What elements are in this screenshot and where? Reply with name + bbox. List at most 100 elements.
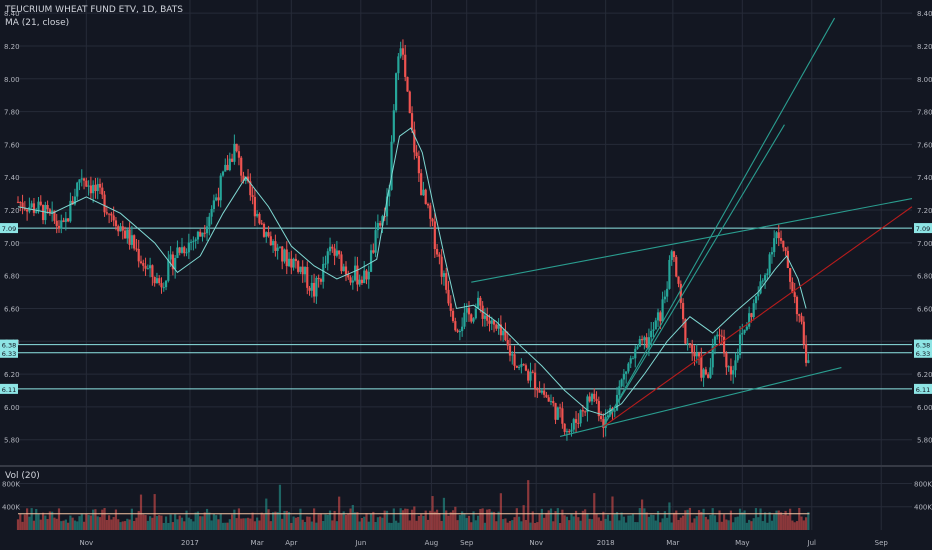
volume-bar	[754, 508, 758, 530]
candle-body	[363, 270, 366, 284]
candle-body	[713, 336, 717, 346]
volume-bar	[497, 511, 500, 530]
candle-body	[135, 248, 138, 250]
volume-bar	[584, 509, 587, 530]
candle-body	[299, 266, 302, 272]
teal-trend-line[interactable]	[766, 198, 913, 227]
volume-bar	[76, 521, 79, 530]
candle-body	[718, 334, 721, 336]
level-label-text: 7.09	[916, 225, 930, 233]
volume-bar	[301, 519, 304, 530]
candle-body	[178, 247, 181, 253]
teal-trend-line[interactable]	[559, 367, 842, 437]
trend-lines[interactable]	[471, 17, 913, 437]
candle-body	[365, 270, 368, 280]
candle-body	[599, 416, 603, 420]
candle-body	[379, 223, 382, 226]
candle-body	[447, 289, 450, 304]
volume-bar	[561, 509, 564, 530]
volume-bar	[41, 512, 45, 530]
indicator-title[interactable]: MA (21, close)	[5, 18, 70, 28]
volume-bar	[356, 512, 359, 530]
price-axis-right[interactable]: 5.806.006.206.406.606.807.007.207.407.60…	[917, 10, 932, 445]
volume-bar	[215, 515, 218, 530]
candle-body	[773, 238, 776, 253]
price-tick-label-left: 8.40	[4, 10, 20, 18]
volume-bar	[656, 511, 660, 530]
volume-bar	[203, 512, 206, 530]
volume-bar	[793, 522, 796, 530]
candle-body	[736, 355, 739, 361]
volume-bar	[451, 510, 455, 530]
ma-21-line[interactable]	[17, 127, 807, 416]
candle-body	[565, 431, 569, 433]
volume-bar	[167, 522, 170, 530]
candle-body	[180, 247, 184, 253]
teal-trend-line[interactable]	[471, 225, 767, 283]
candle-body	[406, 76, 409, 92]
volume-bar	[577, 517, 580, 530]
volume-bar	[313, 508, 316, 530]
candle-body	[151, 265, 154, 277]
time-axis[interactable]: Nov 2017 Mar Apr Jun Aug Sep Nov 2018 Mar May Jul Se…	[79, 539, 888, 547]
volume-bar	[32, 520, 36, 530]
symbol-title[interactable]: TEUCRIUM WHEAT FUND ETV, 1D, BATS	[5, 5, 183, 15]
price-tick-label-right: 6.00	[917, 404, 932, 412]
candle-body	[167, 259, 170, 281]
candle-body	[269, 236, 272, 246]
volume-bar	[681, 515, 685, 530]
volume-bar	[695, 516, 698, 530]
candle-body	[454, 321, 457, 331]
candle-body	[303, 267, 307, 275]
candle-body	[789, 268, 792, 282]
red-trend-line[interactable]	[603, 206, 913, 428]
volume-bar	[627, 515, 630, 530]
volume-bar	[743, 510, 746, 530]
volume-indicator-title[interactable]: Vol (20)	[5, 471, 40, 481]
volume-bar	[342, 511, 345, 530]
candle-body	[376, 223, 379, 231]
volume-bar	[748, 519, 751, 530]
candle-body	[511, 354, 514, 356]
candle-body	[700, 356, 703, 378]
candle-body	[561, 408, 564, 424]
volume-bar	[463, 513, 466, 530]
volume-bar	[486, 509, 489, 530]
candle-body	[613, 410, 616, 412]
volume-bar	[684, 510, 687, 530]
candle-body	[82, 178, 86, 181]
teal-trend-line[interactable]	[602, 17, 836, 427]
candle-body	[310, 282, 313, 291]
candle-body	[388, 189, 391, 197]
volume-bar	[470, 522, 473, 530]
volume-bar	[244, 518, 247, 530]
volume-bar	[149, 516, 152, 530]
volume-bar	[324, 514, 327, 530]
price-tick-label-left: 6.80	[4, 273, 20, 281]
teal-trend-line[interactable]	[602, 124, 785, 427]
candle-body	[495, 324, 498, 329]
volume-tick-label-right: 800K	[914, 480, 932, 488]
volume-bar	[643, 508, 646, 530]
volume-bar	[524, 519, 528, 530]
volume-tick-label-left: 400K	[2, 504, 20, 512]
candle-body	[625, 371, 628, 374]
candle-body	[285, 249, 288, 267]
candle-body	[164, 280, 168, 288]
candle-body	[26, 209, 29, 212]
candle-body	[695, 352, 698, 357]
candle-body	[763, 274, 767, 281]
candle-body	[274, 241, 277, 251]
price-tick-label-left: 7.20	[4, 207, 20, 215]
volume-bar	[383, 510, 386, 530]
volume-bar	[490, 511, 493, 530]
candle-body	[401, 48, 405, 55]
volume-bars	[16, 480, 810, 530]
candle-body	[536, 388, 539, 391]
candle-body	[360, 279, 364, 284]
candle-body	[374, 230, 377, 253]
time-tick-label: Nov	[529, 539, 543, 547]
candle-body	[734, 360, 737, 371]
candle-body	[205, 226, 209, 234]
